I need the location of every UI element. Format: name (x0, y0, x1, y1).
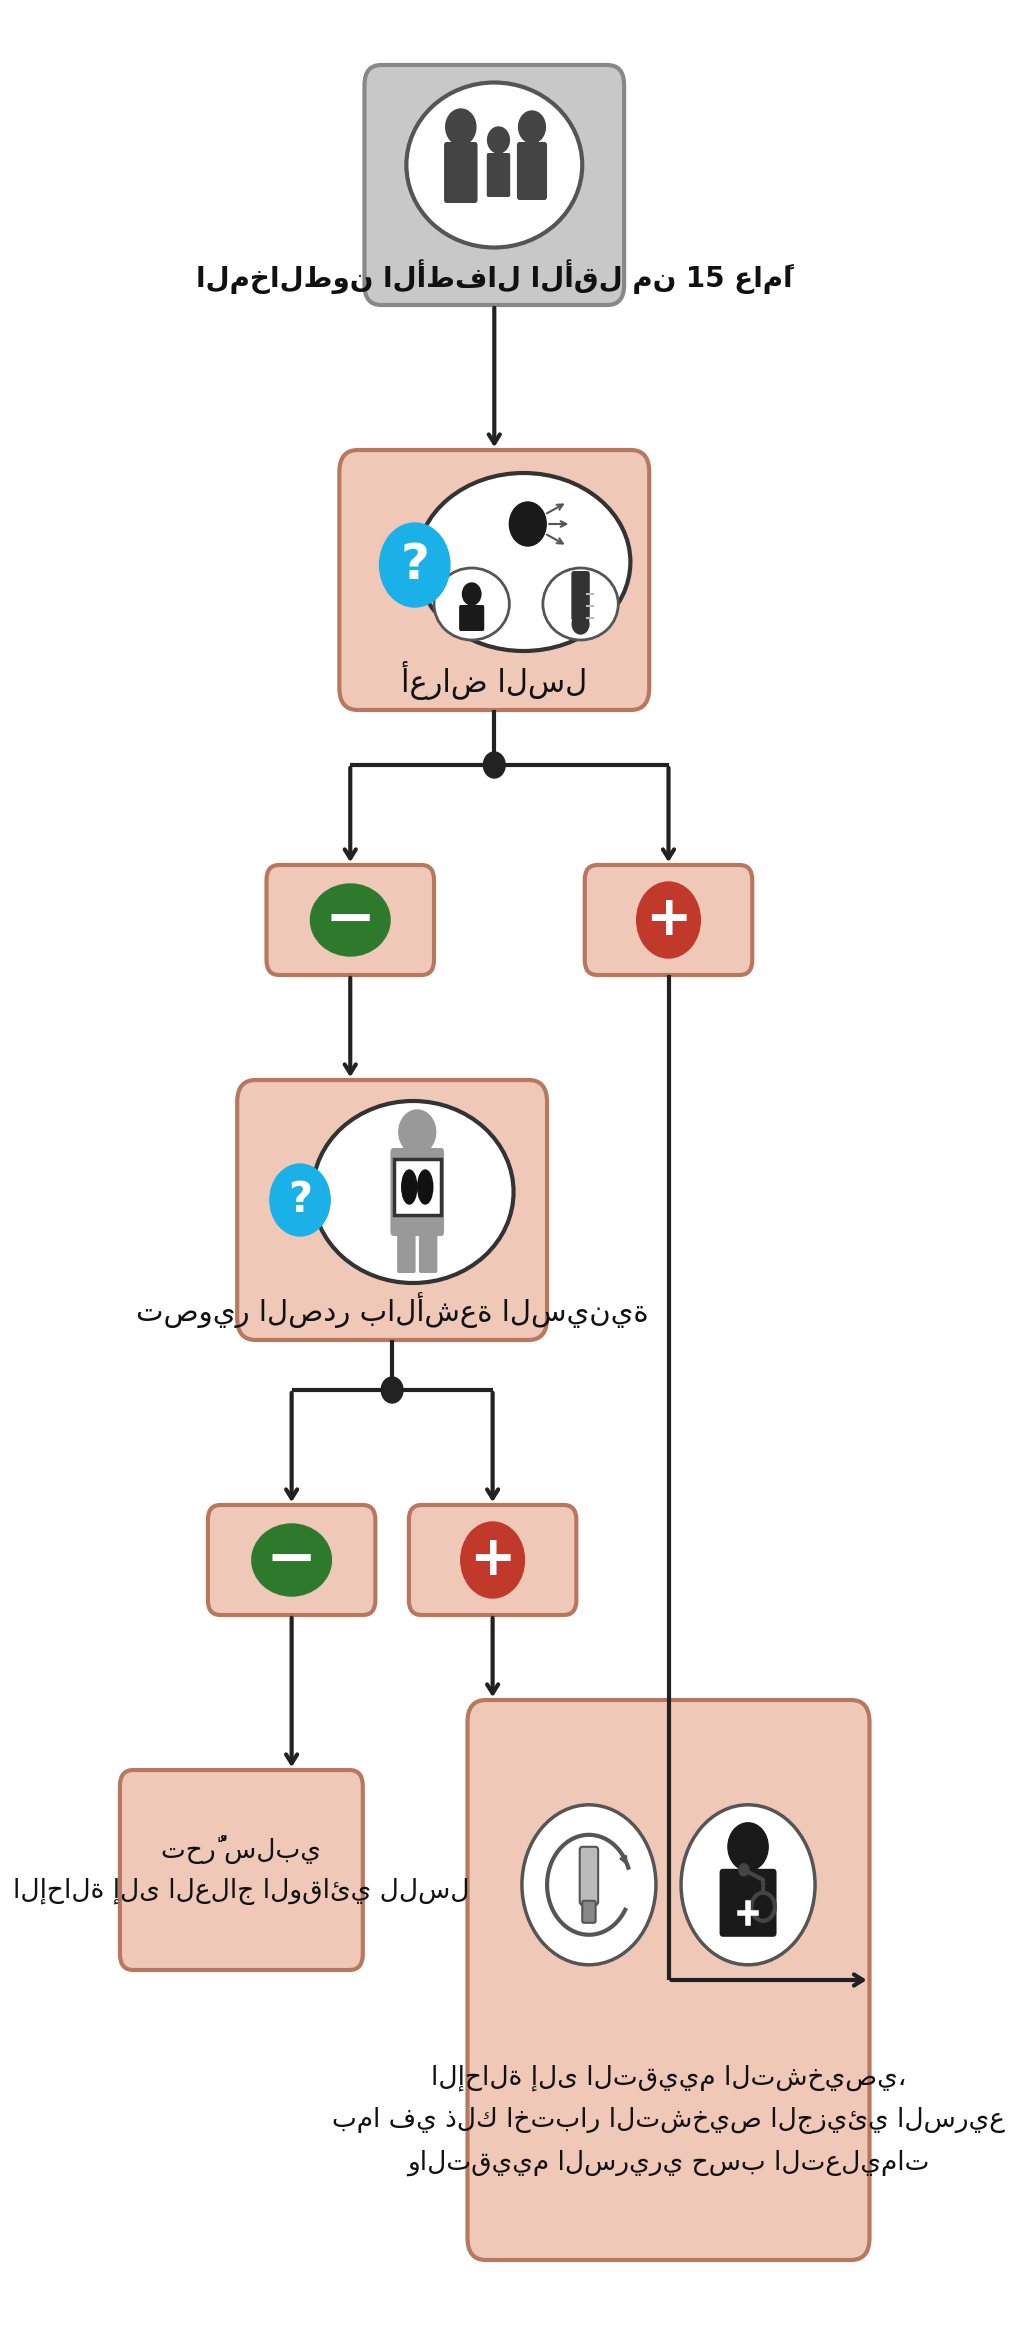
Circle shape (509, 501, 546, 546)
Circle shape (398, 1110, 435, 1155)
Circle shape (463, 583, 481, 604)
Ellipse shape (401, 1171, 417, 1204)
Text: +: + (645, 892, 692, 946)
Circle shape (522, 1806, 656, 1965)
Text: تحرُّ سلبي
الإحالة إلى العلاج الوقائي للسل: تحرُّ سلبي الإحالة إلى العلاج الوقائي لل… (13, 1836, 470, 1904)
FancyBboxPatch shape (238, 1080, 547, 1340)
FancyBboxPatch shape (571, 571, 590, 621)
FancyBboxPatch shape (419, 1232, 437, 1274)
FancyBboxPatch shape (580, 1848, 598, 1904)
FancyBboxPatch shape (266, 864, 434, 974)
FancyBboxPatch shape (444, 143, 477, 204)
Text: أعراض السل: أعراض السل (401, 660, 588, 700)
Circle shape (487, 126, 509, 152)
FancyBboxPatch shape (517, 143, 547, 199)
Ellipse shape (252, 1525, 332, 1595)
Text: +: + (469, 1534, 516, 1588)
Circle shape (728, 1822, 768, 1871)
Bar (394, 1159, 440, 1215)
Circle shape (445, 110, 476, 145)
Circle shape (381, 1377, 403, 1403)
FancyBboxPatch shape (720, 1869, 776, 1937)
Circle shape (483, 752, 505, 778)
Circle shape (270, 1164, 330, 1237)
FancyBboxPatch shape (208, 1506, 376, 1616)
Ellipse shape (434, 569, 509, 639)
FancyBboxPatch shape (468, 1700, 869, 2260)
Ellipse shape (407, 82, 583, 248)
Ellipse shape (418, 1171, 433, 1204)
Text: −: − (325, 890, 376, 949)
Text: المخالطون الأطفال الأقل من 15 عامًا: المخالطون الأطفال الأقل من 15 عامًا (196, 260, 793, 295)
Text: الإحالة إلى التقييم التشخيصي،
بما في ذلك اختبار التشخيص الجزيئي السريع
والتقييم : الإحالة إلى التقييم التشخيصي، بما في ذلك… (332, 2063, 1005, 2176)
FancyBboxPatch shape (585, 864, 753, 974)
Circle shape (572, 614, 589, 635)
Circle shape (637, 883, 700, 958)
FancyBboxPatch shape (583, 1902, 596, 1923)
Ellipse shape (417, 473, 631, 651)
Circle shape (518, 110, 546, 143)
FancyBboxPatch shape (365, 66, 624, 304)
FancyBboxPatch shape (397, 1232, 416, 1274)
Text: ?: ? (400, 541, 429, 588)
Text: ?: ? (288, 1178, 312, 1220)
FancyBboxPatch shape (120, 1771, 362, 1970)
Ellipse shape (312, 1101, 514, 1283)
Ellipse shape (310, 883, 390, 956)
Circle shape (739, 1864, 749, 1876)
Text: تصوير الصدر بالأشعة السينية: تصوير الصدر بالأشعة السينية (136, 1293, 648, 1328)
FancyBboxPatch shape (486, 152, 510, 197)
Text: −: − (266, 1532, 317, 1590)
FancyBboxPatch shape (459, 604, 484, 630)
Ellipse shape (543, 569, 618, 639)
Circle shape (461, 1522, 524, 1597)
FancyBboxPatch shape (390, 1148, 444, 1237)
Circle shape (681, 1806, 815, 1965)
FancyBboxPatch shape (339, 450, 649, 710)
Circle shape (380, 522, 450, 607)
FancyBboxPatch shape (409, 1506, 577, 1616)
